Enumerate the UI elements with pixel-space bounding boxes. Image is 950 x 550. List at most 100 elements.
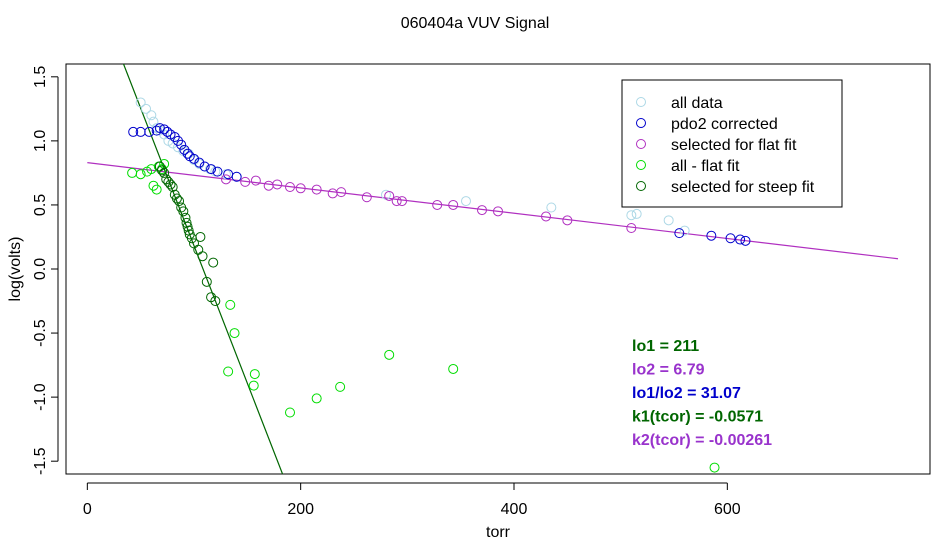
data-point-s1-17 (206, 164, 217, 175)
data-point-s4-11 (178, 206, 189, 217)
data-point-s4-25 (195, 231, 206, 242)
data-point-s4-6 (167, 182, 178, 192)
legend-marker-4 (636, 181, 646, 191)
data-point-s3-17 (384, 349, 395, 360)
data-point-s1-10 (176, 139, 187, 150)
fit-line-0 (87, 162, 899, 260)
data-point-s2-1 (240, 176, 251, 187)
legend: all data pdo2 corrected selected for flat … (621, 79, 843, 208)
legend-label-4: selected for steep fit (671, 179, 815, 196)
legend-marker-0 (636, 97, 646, 107)
data-point-s3-0 (127, 167, 138, 178)
x-axis: 0 200 400 600 (83, 482, 741, 518)
data-point-s0-17 (221, 169, 231, 180)
data-point-s4-14 (182, 221, 193, 232)
annotation-4: k2(tcor) = -0.00261 (632, 432, 772, 449)
x-tick-label-0: 0 (83, 501, 92, 518)
data-point-s2-11 (384, 190, 395, 201)
data-point-s3-15 (311, 393, 322, 404)
fit-line-1 (122, 64, 284, 474)
data-point-s3-18 (448, 363, 459, 374)
chart-title: 060404a VUV Signal (401, 15, 550, 32)
data-point-s3-10 (229, 328, 240, 339)
data-point-s2-7 (311, 184, 322, 195)
data-point-s3-19 (709, 462, 720, 473)
y-tick-label-4: 0.5 (32, 194, 49, 216)
data-point-s4-23 (210, 296, 221, 307)
data-point-s1-0 (128, 126, 139, 137)
data-point-s2-5 (285, 182, 295, 192)
fit-annotations: lo1 = 211 lo2 = 6.79 lo1/lo2 = 31.07 k1(tco… (632, 338, 772, 449)
x-tick-label-3: 600 (714, 501, 741, 518)
data-point-s2-19 (562, 215, 573, 226)
data-point-s1-3 (151, 125, 162, 136)
data-point-s1-6 (162, 126, 173, 137)
data-point-s2-0 (221, 174, 231, 185)
data-point-s0-9 (173, 142, 183, 153)
data-point-s1-8 (169, 132, 180, 143)
data-point-s0-25 (679, 225, 690, 236)
data-point-s2-18 (541, 211, 551, 222)
data-point-s0-21 (546, 202, 557, 213)
annotation-0: lo1 = 211 (632, 338, 699, 355)
data-point-s1-24 (735, 234, 746, 245)
data-point-s2-17 (493, 206, 503, 217)
annotation-2: lo1/lo2 = 31.07 (632, 385, 741, 402)
y-tick-label-3: 0.0 (32, 258, 49, 280)
data-point-s2-2 (250, 175, 261, 186)
y-tick-label-0: -1.5 (32, 447, 49, 475)
data-point-s2-12 (391, 196, 402, 207)
data-point-s2-4 (272, 179, 283, 190)
data-point-s2-8 (327, 188, 338, 199)
data-point-s1-9 (173, 135, 183, 146)
data-point-s2-3 (263, 180, 274, 191)
data-point-s0-22 (626, 210, 637, 221)
data-point-s1-11 (179, 144, 190, 155)
x-tick-label-1: 200 (287, 501, 314, 518)
data-point-s1-12 (182, 148, 193, 159)
x-axis-label: torr (486, 524, 511, 541)
y-axis: -1.5 -1.0 -0.5 0.0 0.5 1.0 1.5 (32, 66, 59, 475)
data-point-s4-20 (197, 251, 208, 262)
data-point-s2-6 (295, 183, 306, 194)
data-point-s0-0 (135, 97, 146, 108)
data-point-s0-24 (663, 215, 674, 226)
data-point-s0-20 (461, 196, 471, 207)
data-point-s1-25 (740, 235, 751, 246)
data-point-s0-2 (146, 110, 157, 121)
data-point-s2-10 (361, 192, 372, 203)
data-point-s2-14 (432, 199, 443, 210)
data-point-s1-22 (706, 230, 717, 241)
legend-marker-2 (636, 139, 646, 149)
legend-label-2: selected for flat fit (671, 137, 797, 154)
plot-area (65, 63, 931, 475)
data-point-s1-23 (725, 233, 736, 244)
data-point-s0-1 (141, 103, 151, 114)
data-points (127, 97, 751, 473)
legend-label-3: all - flat fit (671, 158, 740, 175)
data-point-s2-15 (448, 199, 459, 210)
data-point-s3-13 (248, 380, 259, 391)
y-tick-label-1: -1.0 (32, 383, 49, 411)
data-point-s3-1 (135, 169, 146, 180)
data-point-s2-9 (336, 187, 347, 198)
data-point-s1-2 (144, 126, 155, 137)
data-point-s1-16 (199, 161, 210, 172)
data-point-s4-1 (157, 165, 167, 176)
data-point-s1-19 (223, 169, 234, 180)
data-point-s3-4 (148, 180, 159, 191)
data-point-s4-2 (159, 167, 170, 178)
data-point-s1-21 (674, 228, 685, 239)
data-point-s3-11 (223, 366, 234, 377)
y-tick-label-6: 1.5 (32, 66, 49, 88)
data-point-s1-15 (194, 157, 205, 168)
y-tick-label-2: -0.5 (32, 319, 49, 347)
legend-label-0: all data (671, 95, 723, 112)
data-point-s4-21 (201, 276, 212, 287)
data-point-s4-8 (171, 193, 182, 204)
data-point-s1-5 (159, 124, 170, 135)
annotation-1: lo2 = 6.79 (632, 362, 705, 379)
data-point-s4-5 (165, 179, 176, 190)
legend-label-1: pdo2 corrected (671, 116, 778, 133)
